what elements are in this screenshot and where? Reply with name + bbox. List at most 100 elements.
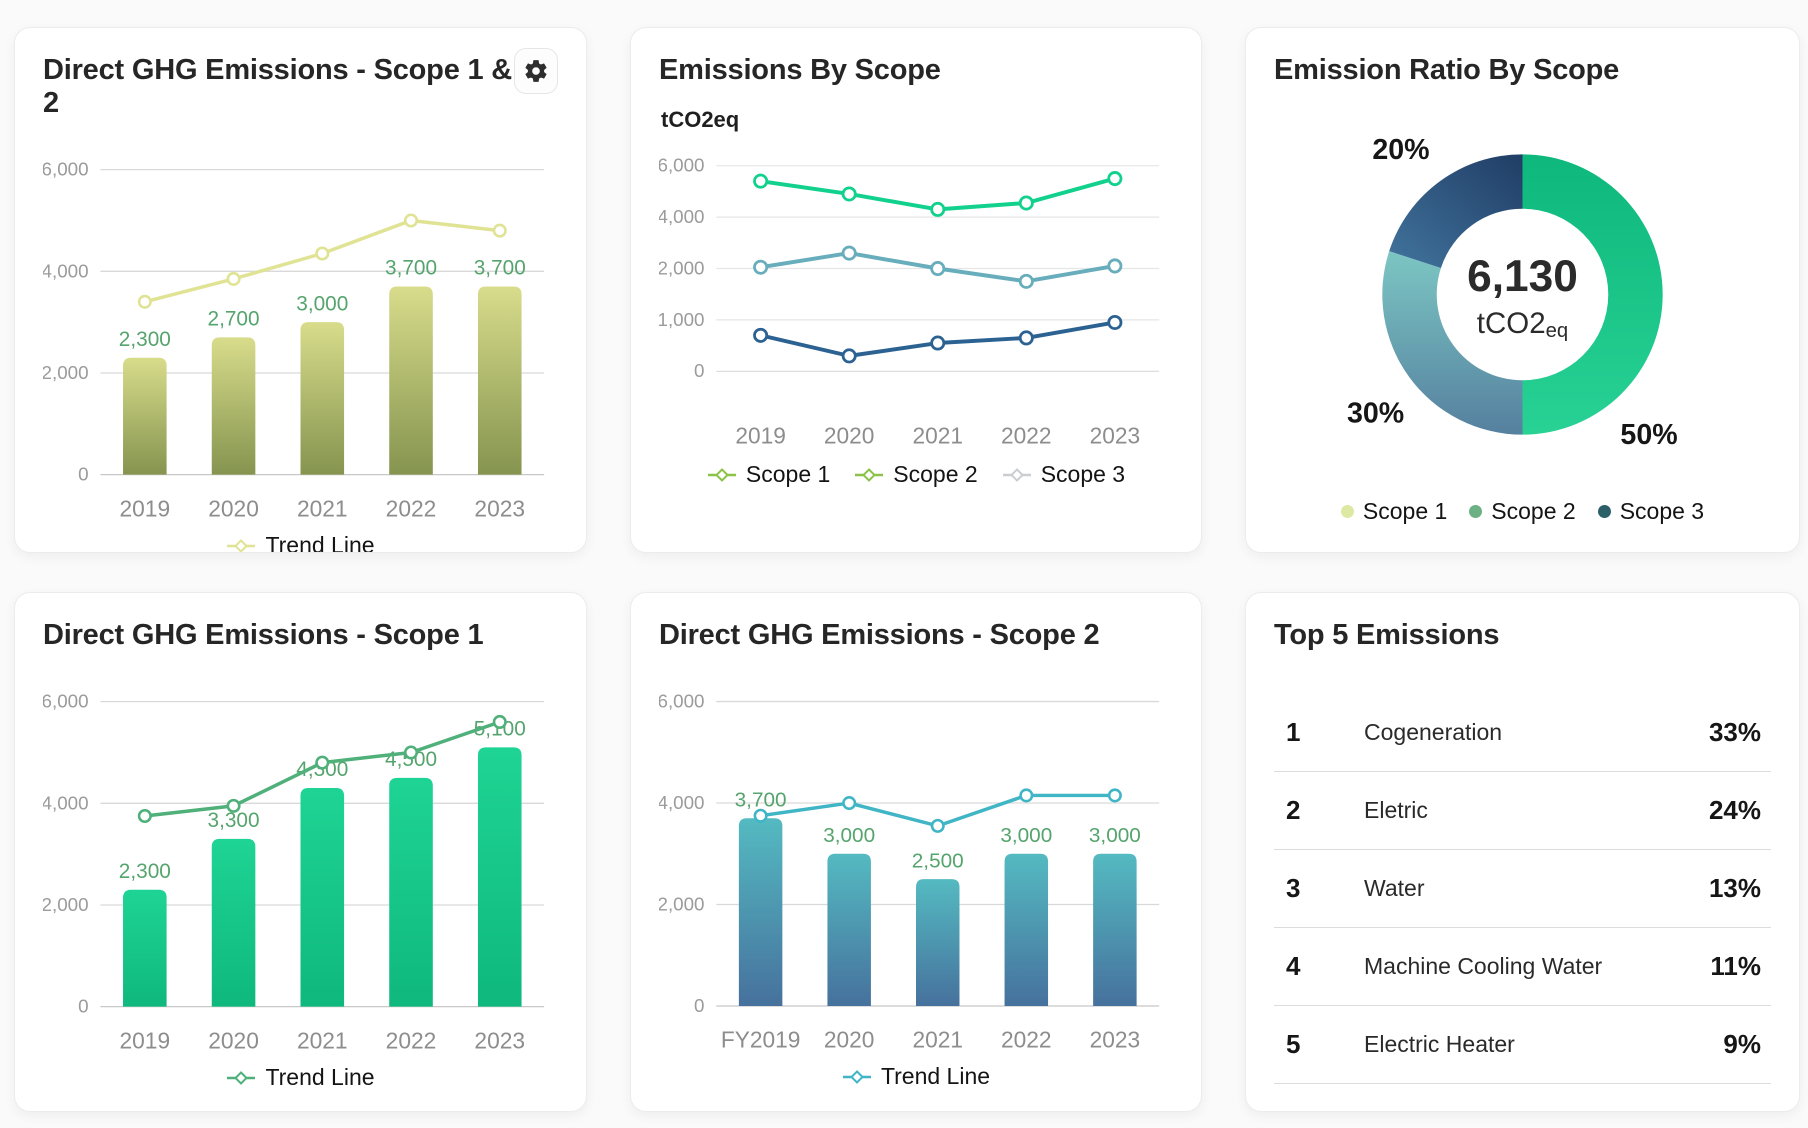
legend: Scope 1 Scope 2 Scope 3 [1274,498,1771,525]
legend-item-trend-line[interactable]: Trend Line [842,1063,990,1090]
svg-text:4,000: 4,000 [43,260,89,281]
svg-text:2022: 2022 [386,1027,437,1053]
legend-label: Trend Line [265,1064,375,1091]
emission-percent: 33% [1708,717,1761,747]
card-title-scope-1: Direct GHG Emissions - Scope 1 [43,619,484,651]
svg-text:2021: 2021 [297,1027,348,1053]
legend-item-scope-1[interactable]: Scope 1 [707,461,830,488]
card-header: Direct GHG Emissions - Scope 1 & 2 [43,48,558,120]
card-header: Emission Ratio By Scope [1274,54,1771,87]
rank-number: 5 [1286,1029,1301,1059]
emission-source-name: Electric Heater [1364,1031,1515,1057]
settings-button[interactable] [513,48,558,94]
legend-label: Scope 1 [1362,498,1448,524]
svg-text:3,000: 3,000 [823,824,875,847]
legend-item-scope-2[interactable]: Scope 2 [1469,498,1576,525]
emission-rank-row: 1 Cogeneration 33% [1274,694,1771,772]
svg-text:2022: 2022 [386,495,437,521]
svg-text:0: 0 [78,996,88,1017]
line-chart-emissions-by-scope: 0 1,000 2,000 4,000 6,000 2019 2020 2021 2022 202… [659,141,1173,457]
emission-rank-row: 3 Water 13% [1274,850,1771,928]
combo-chart-scope-1-2: 0 2,000 4,000 6,000 2,300 2,700 3,000 3,700 3,70… [43,132,558,528]
svg-text:2020: 2020 [824,422,875,448]
svg-text:6,130: 6,130 [1467,252,1578,301]
legend-item-scope-1[interactable]: Scope 1 [1340,498,1448,525]
svg-text:tCO2eq: tCO2eq [1477,307,1568,342]
svg-text:2023: 2023 [1090,1027,1141,1053]
svg-text:50%: 50% [1620,419,1677,451]
svg-text:4,000: 4,000 [659,206,704,227]
scope-1-dot-icon [1340,505,1354,518]
legend-label: Trend Line [880,1063,991,1090]
card-emission-ratio-by-scope: Emission Ratio By Scope 50% 30% 20% 6,130 tC… [1245,27,1800,553]
emission-source-name: Cogeneration [1364,719,1503,745]
legend-item-trend-line[interactable]: Trend Line [226,532,375,552]
emission-source-name: Machine Cooling Water [1364,953,1603,979]
svg-text:2,000: 2,000 [43,362,89,383]
svg-text:2023: 2023 [1090,422,1141,448]
svg-text:2021: 2021 [912,1027,963,1053]
card-header: Top 5 Emissions [1274,619,1771,652]
svg-text:2021: 2021 [297,495,348,521]
emission-percent: 24% [1708,795,1761,825]
legend-label: Scope 1 [745,461,831,488]
svg-text:2022: 2022 [1001,422,1052,448]
trend-line-marker-icon [227,538,256,552]
emission-source-name: Water [1364,875,1425,901]
svg-text:3,000: 3,000 [296,292,348,315]
legend-item-scope-3[interactable]: Scope 3 [1597,498,1705,525]
legend: Trend Line [43,532,558,552]
card-direct-ghg-scope-1: Direct GHG Emissions - Scope 1 0 2,000 4,0… [14,592,587,1112]
emission-percent: 11% [1710,951,1761,981]
svg-text:2,000: 2,000 [43,894,89,915]
svg-text:2021: 2021 [912,422,963,448]
trend-line-marker-icon [842,1069,871,1084]
gear-icon [525,60,547,82]
emission-rank-row: 4 Machine Cooling Water 11% [1274,928,1771,1006]
svg-text:2,500: 2,500 [912,849,964,872]
y-axis-unit-label: tCO2eq [661,107,740,132]
legend-item-trend-line[interactable]: Trend Line [226,1064,375,1091]
combo-chart-scope-2: 0 2,000 4,000 6,000 3,700 3,000 2,500 3,000 3,00… [659,664,1173,1059]
svg-text:2023: 2023 [474,495,525,521]
rank-number: 4 [1286,951,1301,981]
svg-text:FY2019: FY2019 [721,1027,801,1053]
svg-text:2,000: 2,000 [659,257,704,278]
card-title-scope-1-2: Direct GHG Emissions - Scope 1 & 2 [43,54,513,119]
card-top-5-emissions: Top 5 Emissions 1 Cogeneration 33% 2 Ele… [1245,592,1800,1112]
svg-text:3,300: 3,300 [208,809,260,832]
scope-1-marker-icon [707,467,736,482]
svg-text:3,000: 3,000 [1000,824,1052,847]
svg-text:2020: 2020 [208,1027,259,1053]
svg-text:2,300: 2,300 [119,328,171,351]
svg-text:2019: 2019 [119,1027,170,1053]
emission-source-name: Eletric [1364,797,1428,823]
svg-text:6,000: 6,000 [659,690,704,711]
legend-item-scope-2[interactable]: Scope 2 [854,461,978,488]
emission-percent: 9% [1723,1029,1761,1059]
legend-label: Scope 3 [1619,498,1705,524]
svg-text:2019: 2019 [119,495,170,521]
card-header: Direct GHG Emissions - Scope 1 [43,619,558,652]
svg-text:2020: 2020 [208,495,259,521]
emission-percent: 13% [1708,873,1761,903]
rank-number: 1 [1286,717,1301,747]
scope-3-dot-icon [1597,505,1611,518]
svg-text:2,000: 2,000 [659,893,704,914]
svg-text:2020: 2020 [824,1027,875,1053]
rank-number: 2 [1286,795,1301,825]
legend: Scope 1 Scope 2 Scope 3 [659,461,1173,488]
card-title-top-5: Top 5 Emissions [1274,619,1500,651]
card-direct-ghg-scope-1-2: Direct GHG Emissions - Scope 1 & 2 0 2,00… [14,27,587,553]
combo-chart-scope-1: 0 2,000 4,000 6,000 2,300 3,300 4,300 4,500 5,10… [43,664,558,1060]
svg-text:4,000: 4,000 [43,792,89,813]
top-5-list: 1 Cogeneration 33% 2 Eletric 24% 3 Water… [1274,694,1771,1084]
trend-line-marker-icon [227,1070,256,1085]
svg-text:4,000: 4,000 [659,792,704,813]
legend-item-scope-3[interactable]: Scope 3 [1002,461,1125,488]
card-header: Direct GHG Emissions - Scope 2 [659,619,1173,652]
legend-label: Scope 3 [1040,461,1126,488]
emission-rank-row: 5 Electric Heater 9% [1274,1006,1771,1084]
legend-label: Scope 2 [893,461,978,488]
